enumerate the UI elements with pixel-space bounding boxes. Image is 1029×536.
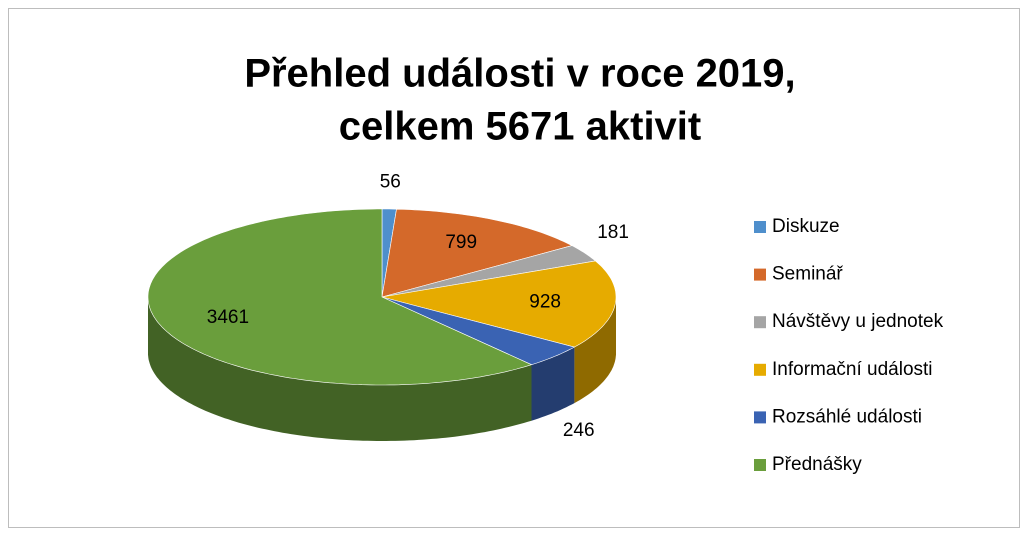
legend-swatch [754,268,766,281]
data-label: 3461 [207,307,249,328]
slice [381,208,573,298]
legend-swatch [754,411,766,424]
data-label: 799 [445,232,477,253]
legend-swatch [754,363,766,376]
legend-label: Přednášky [772,454,862,475]
legend-swatch [754,221,766,233]
legend-swatch [754,316,766,329]
slice-sides [148,297,616,441]
chart-title: Přehled události v roce 2019, [244,52,795,96]
data-label: 928 [529,292,561,313]
legend-label: Návštěvy u jednotek [772,311,944,332]
slice [381,296,576,366]
slice-side [574,297,616,404]
legend-swatch [754,459,766,471]
data-label: 246 [563,420,595,441]
data-label: 181 [597,222,629,243]
slice-side [531,347,575,421]
legend-label: Seminář [772,264,843,285]
slice [147,208,533,386]
legend-label: Diskuze [772,216,840,237]
data-label: 56 [380,172,401,193]
slice [381,260,617,348]
slice [381,245,597,298]
slice-tops [147,208,617,386]
legend-label: Rozsáhlé události [772,406,922,427]
legend-label: Informační události [772,359,933,380]
slice-side [148,297,532,441]
chart-title: celkem 5671 aktivit [339,105,701,149]
